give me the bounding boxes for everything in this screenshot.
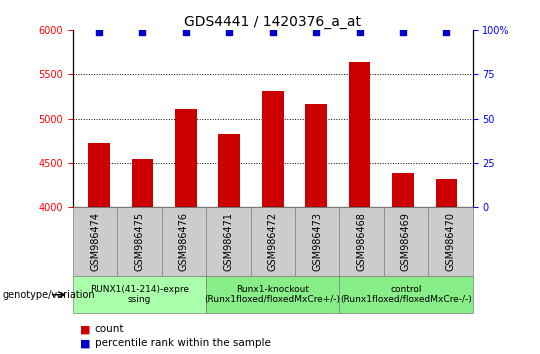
Point — [312, 29, 320, 35]
Point — [442, 29, 451, 35]
Text: Runx1-knockout
(Runx1floxed/floxedMxCre+/-): Runx1-knockout (Runx1floxed/floxedMxCre+… — [205, 285, 341, 304]
Bar — [392, 172, 414, 207]
Bar — [175, 109, 197, 207]
Text: ■: ■ — [79, 338, 90, 348]
Bar — [218, 133, 240, 207]
Text: GSM986468: GSM986468 — [356, 212, 367, 271]
Point — [399, 29, 407, 35]
Bar — [132, 159, 153, 207]
Bar — [305, 103, 327, 207]
Text: GSM986469: GSM986469 — [401, 212, 411, 271]
Text: control
(Runx1floxed/floxedMxCre-/-): control (Runx1floxed/floxedMxCre-/-) — [340, 285, 472, 304]
Text: GSM986476: GSM986476 — [179, 212, 189, 271]
Text: GSM986470: GSM986470 — [446, 212, 455, 271]
Text: GSM986473: GSM986473 — [312, 212, 322, 271]
Text: RUNX1(41-214)-expre
ssing: RUNX1(41-214)-expre ssing — [90, 285, 189, 304]
Point — [355, 29, 364, 35]
Point — [181, 29, 190, 35]
Bar — [262, 91, 284, 207]
Text: GSM986471: GSM986471 — [224, 212, 233, 271]
Bar — [436, 179, 457, 207]
Bar — [88, 143, 110, 207]
Bar — [349, 62, 370, 207]
Point — [94, 29, 103, 35]
Text: count: count — [94, 324, 124, 334]
Text: GSM986474: GSM986474 — [90, 212, 100, 271]
Point — [268, 29, 277, 35]
Point — [138, 29, 147, 35]
Title: GDS4441 / 1420376_a_at: GDS4441 / 1420376_a_at — [184, 15, 361, 29]
Text: GSM986475: GSM986475 — [134, 212, 145, 271]
Text: ■: ■ — [79, 324, 90, 334]
Text: genotype/variation: genotype/variation — [3, 290, 96, 300]
Text: percentile rank within the sample: percentile rank within the sample — [94, 338, 271, 348]
Point — [225, 29, 234, 35]
Text: GSM986472: GSM986472 — [268, 212, 278, 271]
